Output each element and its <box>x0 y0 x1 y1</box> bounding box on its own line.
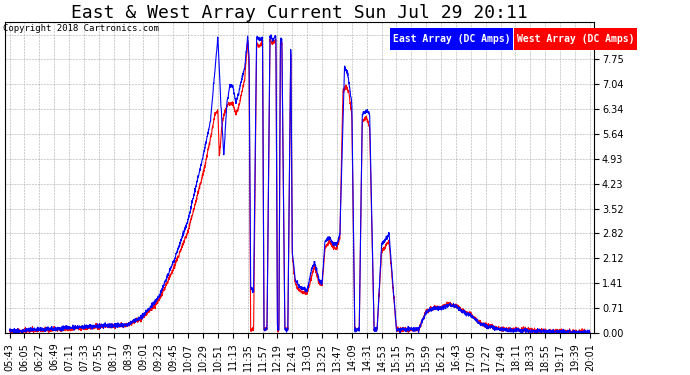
Title: East & West Array Current Sun Jul 29 20:11: East & West Array Current Sun Jul 29 20:… <box>71 4 528 22</box>
Text: East Array (DC Amps): East Array (DC Amps) <box>393 34 510 44</box>
Text: West Array (DC Amps): West Array (DC Amps) <box>517 34 634 44</box>
Text: Copyright 2018 Cartronics.com: Copyright 2018 Cartronics.com <box>3 24 159 33</box>
